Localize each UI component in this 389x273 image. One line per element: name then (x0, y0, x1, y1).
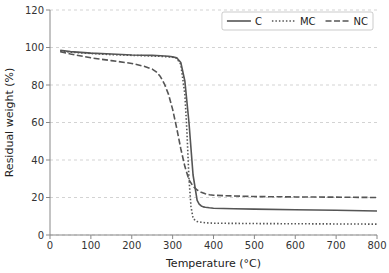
y-axis-label: Residual weight (%) (3, 68, 16, 178)
legend-swatch (227, 20, 251, 22)
tick-label: 60 (31, 117, 44, 128)
x-axis-label: Temperature (°C) (165, 257, 261, 270)
tick-label: 120 (25, 5, 44, 16)
grid-line (50, 85, 377, 86)
tick-label: 100 (25, 42, 44, 53)
x-axis (50, 235, 377, 236)
tick-label: 800 (367, 240, 386, 251)
legend-swatch (326, 20, 350, 22)
tick-mark (46, 47, 50, 48)
tick-mark (131, 235, 132, 239)
tick-label: 0 (38, 230, 44, 241)
chart: 0 20 40 60 80 100 120 0 100 200 300 400 500 600 700 800… (0, 0, 389, 273)
tick-label: 20 (31, 192, 44, 203)
tick-label: 700 (327, 240, 346, 251)
tick-mark (46, 235, 50, 236)
tick-mark (50, 235, 51, 239)
tick-label: 100 (81, 240, 100, 251)
tick-mark (295, 235, 296, 239)
tick-label: 0 (47, 240, 53, 251)
tick-label: 600 (286, 240, 305, 251)
series-line (60, 52, 377, 198)
grid-line (50, 235, 377, 236)
tick-mark (46, 85, 50, 86)
tick-mark (336, 235, 337, 239)
tick-label: 500 (245, 240, 264, 251)
tick-mark (46, 197, 50, 198)
tick-label: 40 (31, 155, 44, 166)
plot-area (60, 50, 377, 224)
y-axis (50, 10, 51, 235)
tick-mark (46, 160, 50, 161)
legend-swatch (272, 20, 296, 22)
tick-mark (254, 235, 255, 239)
tick-label: 300 (163, 240, 182, 251)
grid-line (50, 47, 377, 48)
tick-mark (377, 235, 378, 239)
legend-label: MC (300, 16, 316, 27)
legend: C MC NC (222, 12, 373, 30)
tick-mark (213, 235, 214, 239)
tick-label: 400 (204, 240, 223, 251)
tick-mark (172, 235, 173, 239)
tick-mark (46, 122, 50, 123)
legend-label: C (255, 16, 262, 27)
tick-label: 200 (122, 240, 141, 251)
grid-line (50, 122, 377, 123)
tick-mark (46, 10, 50, 11)
legend-box (222, 12, 373, 30)
series-line (60, 51, 377, 224)
tick-mark (90, 235, 91, 239)
tick-label: 80 (31, 80, 44, 91)
series-line (60, 50, 377, 211)
grid-line (50, 10, 377, 11)
grid-line (50, 160, 377, 161)
legend-label: NC (354, 16, 368, 27)
